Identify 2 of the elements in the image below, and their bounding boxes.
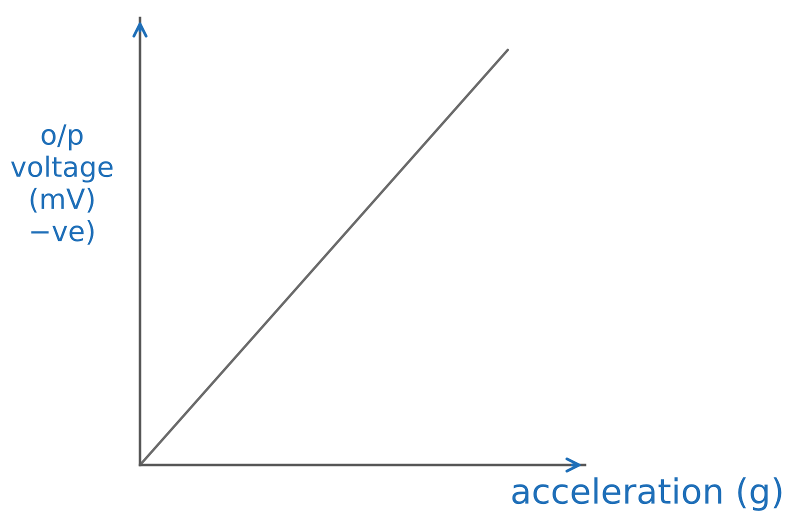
y-axis-title: o/p voltage (mV) −ve) — [11, 124, 113, 245]
x-axis-title: acceleration (g) — [512, 477, 782, 511]
